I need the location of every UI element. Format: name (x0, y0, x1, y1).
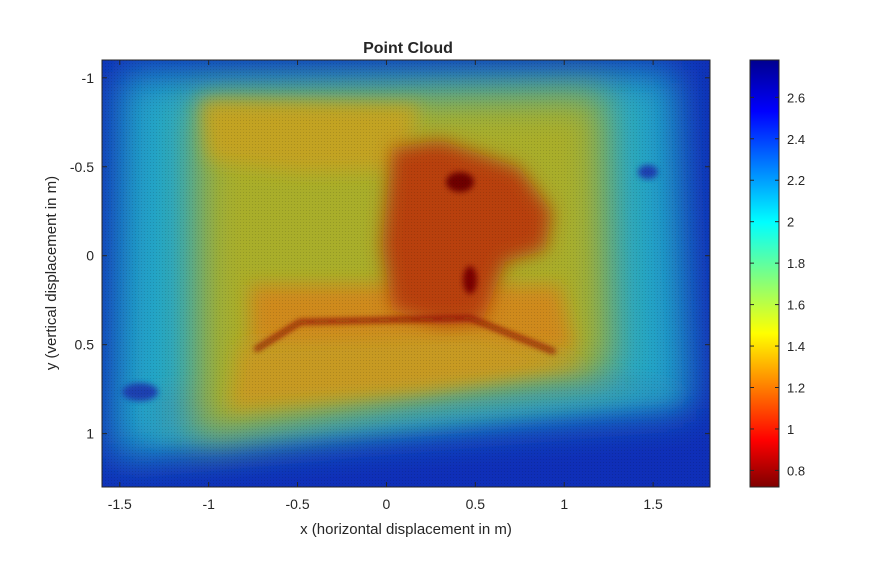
colorbar-tick-label: 2.4 (787, 132, 805, 147)
colorbar-tick-label: 1.8 (787, 256, 805, 271)
colorbar-tick-label: 1.2 (787, 381, 805, 396)
colorbar-tick-label: 1 (787, 422, 794, 437)
colorbar-tick-label: 2.2 (787, 173, 805, 188)
colorbar: 0.8 1 1.2 1.4 1.6 1.8 2 2.2 2.4 2.6 (749, 59, 805, 488)
heatmap-image (102, 60, 710, 487)
y-axis-label: y (vertical displacement in m) (43, 176, 60, 370)
x-tick-label: 0.5 (466, 496, 486, 512)
y-tick-label: -0.5 (70, 159, 94, 175)
colorbar-tick-label: 1.6 (787, 298, 805, 313)
x-tick-label: 1 (560, 496, 568, 512)
y-tick-label: 1 (86, 426, 94, 442)
colorbar-ticks: 0.8 1 1.2 1.4 1.6 1.8 2 2.2 2.4 2.6 (750, 90, 805, 478)
y-tick-label: -1 (82, 70, 95, 86)
x-tick-label: -1 (202, 496, 215, 512)
colorbar-tick-label: 2.6 (787, 90, 805, 105)
x-tick-label: -0.5 (285, 496, 309, 512)
x-axis-ticks: -1.5 -1 -0.5 0 0.5 1 1.5 (108, 60, 663, 512)
heatmap-mesh-texture (102, 60, 710, 487)
chart-title: Point Cloud (363, 40, 453, 57)
colorbar-tick-label: 2 (787, 215, 794, 230)
x-tick-label: 1.5 (643, 496, 663, 512)
colorbar-tick-label: 1.4 (787, 339, 805, 354)
x-tick-label: 0 (383, 496, 391, 512)
x-axis-label: x (horizontal displacement in m) (300, 521, 512, 538)
colorbar-tick-label: 0.8 (787, 463, 805, 478)
colorbar-gradient (749, 59, 780, 488)
plot-frame (101, 59, 711, 488)
y-axis-ticks: -1 -0.5 0 0.5 1 (70, 70, 710, 442)
y-tick-label: 0.5 (75, 337, 95, 353)
x-tick-label: -1.5 (108, 496, 132, 512)
y-tick-label: 0 (86, 248, 94, 264)
